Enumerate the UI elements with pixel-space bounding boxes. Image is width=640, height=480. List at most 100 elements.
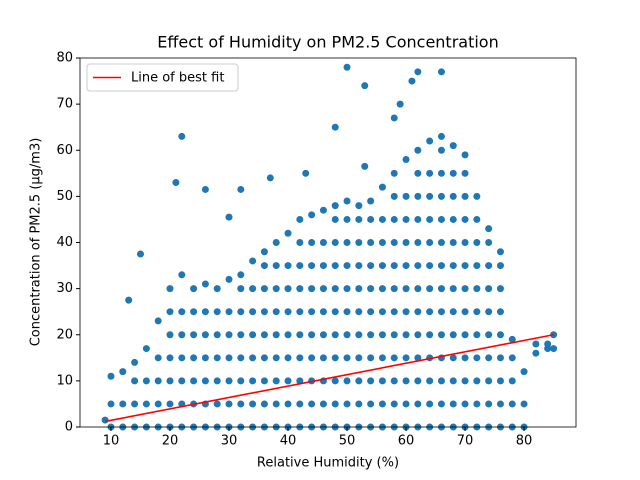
point [343,215,351,223]
point [154,400,162,408]
point [296,262,304,270]
point [437,285,445,293]
y-tick-label: 0 [65,420,73,435]
point [437,68,445,76]
point [343,400,351,408]
point [142,400,150,408]
point [331,400,339,408]
point [355,239,363,246]
point [449,400,457,408]
point [437,239,445,246]
point [355,262,363,270]
point [402,155,410,163]
point [544,340,552,348]
point [390,169,398,177]
point [449,215,457,223]
y-tick-label: 50 [56,189,73,204]
point [319,400,327,408]
point [461,331,469,339]
point [378,262,386,270]
point [390,192,398,200]
point [107,400,115,408]
point [343,354,351,362]
x-tick-label: 50 [339,434,356,449]
point [308,400,316,408]
point [449,169,457,177]
point [532,340,540,348]
point [237,354,245,362]
point [390,262,398,270]
point [508,335,516,343]
point [390,114,398,122]
point [426,192,434,200]
point [343,197,351,205]
point [461,239,469,246]
point [284,354,292,362]
point [225,331,233,339]
point [402,215,410,223]
point [302,169,310,177]
point [449,192,457,200]
point [225,400,233,408]
point [296,377,304,385]
point [532,349,540,357]
point [449,308,457,316]
point [361,82,369,90]
point [237,308,245,316]
point [201,280,209,288]
point [449,354,457,362]
point [237,271,245,279]
point [426,308,434,316]
point [461,377,469,385]
point [414,192,422,200]
point [367,400,375,408]
point [378,285,386,293]
point [414,262,422,270]
point [308,331,316,339]
point [437,192,445,200]
point [190,308,198,316]
point [308,354,316,362]
point [237,400,245,408]
point [426,137,434,145]
point [437,215,445,223]
point [260,285,268,293]
point [390,215,398,223]
point [296,400,304,408]
point [296,308,304,316]
point [461,308,469,316]
point [426,215,434,223]
point [308,211,316,219]
point [260,331,268,339]
point [426,400,434,408]
point [508,354,516,362]
y-tick-label: 30 [56,281,73,296]
point [414,331,422,339]
point [508,400,516,408]
point [355,202,363,210]
point [272,239,280,246]
point [378,400,386,408]
point [154,377,162,385]
point [331,354,339,362]
point [390,239,398,246]
point [426,377,434,385]
point [101,416,109,424]
point [201,308,209,316]
point [331,308,339,316]
point [414,215,422,223]
point [485,262,493,270]
point [319,239,327,246]
point [331,331,339,339]
point [178,132,186,140]
point [402,308,410,316]
point [461,151,469,159]
point [249,285,257,293]
point [284,229,292,237]
point [414,239,422,246]
point [390,377,398,385]
y-tick-label: 40 [56,235,73,250]
point [390,354,398,362]
point [367,331,375,339]
point [260,248,268,256]
